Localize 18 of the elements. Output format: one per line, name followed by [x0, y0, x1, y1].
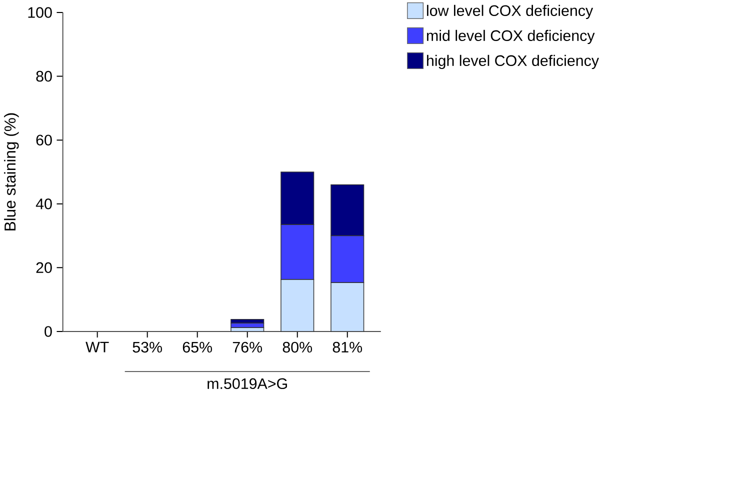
legend-label: high level COX deficiency [427, 54, 599, 69]
text: m.5019A>G [208, 378, 287, 389]
x-tick-label: 53% [132, 342, 162, 352]
y-tick-label: 20 [36, 262, 52, 273]
x-tick-label: 65% [182, 342, 212, 352]
bar [230, 327, 264, 332]
y-tick-label: 100 [28, 6, 52, 18]
x-tick-label: 81% [332, 342, 362, 352]
legend-label: mid level COX deficiency [426, 30, 595, 44]
x-tick-label: 80% [282, 342, 312, 352]
y-tick-label: 80 [36, 70, 52, 82]
x-tick-label: 76% [232, 342, 262, 352]
y-tick-label: 0 [44, 326, 52, 337]
y-tick-label: 60 [36, 134, 52, 146]
x-tick-label: WT [86, 342, 109, 352]
legend-label: low level COX deficiency [427, 4, 594, 19]
y-tick-label: 40 [36, 198, 52, 210]
y-axis-title: Blue staining (%) [4, 113, 19, 230]
